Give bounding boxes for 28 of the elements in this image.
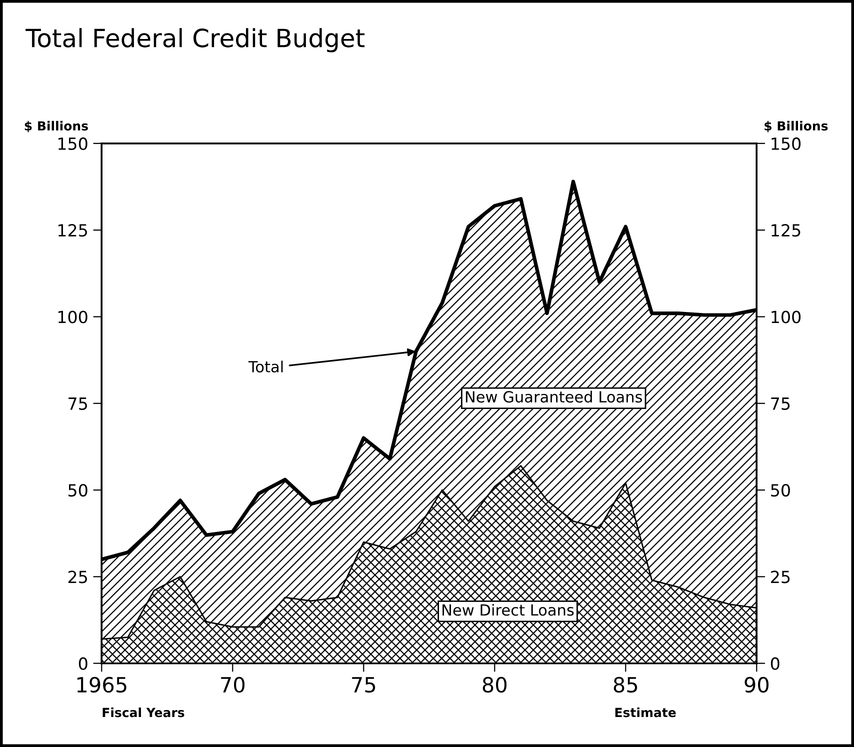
y2-tick-label: 75 xyxy=(771,398,790,410)
y2-tick-label: 50 xyxy=(771,484,790,497)
x-axis-title: Fiscal Years xyxy=(102,708,184,718)
y2-tick-label: 25 xyxy=(771,570,790,584)
y-tick-label: 150 xyxy=(58,137,88,150)
y-tick-label: 125 xyxy=(58,224,87,237)
x-tick-label: 90 xyxy=(744,676,769,693)
y-tick-label: 75 xyxy=(68,398,87,410)
y2-tick-label: 125 xyxy=(772,224,800,237)
y2-axis-title: $ Billions xyxy=(764,120,828,132)
y2-tick-label: 150 xyxy=(772,137,801,150)
y-tick-label: 50 xyxy=(68,484,88,497)
x-tick-label: 1965 xyxy=(77,676,126,693)
y-tick-label: 25 xyxy=(68,570,87,584)
y2-tick-label: 100 xyxy=(772,310,801,324)
annotation: Total xyxy=(248,360,283,372)
x-tick-label: 75 xyxy=(352,677,376,693)
series-label: New Direct Loans xyxy=(442,604,574,616)
text: Estimate xyxy=(615,708,676,718)
x-tick-label: 85 xyxy=(614,676,638,693)
y2-tick-label: 0 xyxy=(770,657,780,670)
y-tick-label: 0 xyxy=(78,657,88,670)
x-tick-label: 80 xyxy=(482,676,507,693)
y-tick-label: 100 xyxy=(58,310,88,324)
y-axis-title: $ Billions xyxy=(24,120,88,132)
chart-title: Total Federal Credit Budget xyxy=(26,28,365,52)
series-label: New Guaranteed Loans xyxy=(466,390,642,403)
x-tick-label: 70 xyxy=(221,676,244,693)
